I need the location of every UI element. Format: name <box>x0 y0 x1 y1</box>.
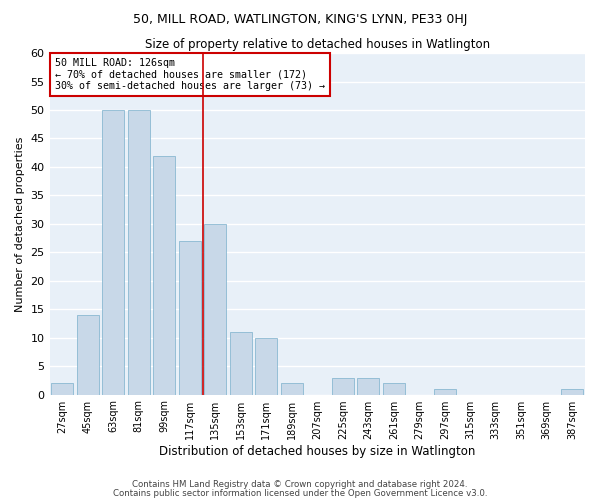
Bar <box>52 383 73 394</box>
X-axis label: Distribution of detached houses by size in Watlington: Distribution of detached houses by size … <box>159 444 475 458</box>
Bar <box>128 110 149 395</box>
Y-axis label: Number of detached properties: Number of detached properties <box>15 136 25 312</box>
Bar <box>332 378 353 394</box>
Bar <box>230 332 251 394</box>
Text: 50 MILL ROAD: 126sqm
← 70% of detached houses are smaller (172)
30% of semi-deta: 50 MILL ROAD: 126sqm ← 70% of detached h… <box>55 58 325 92</box>
Bar <box>205 224 226 394</box>
Text: Contains HM Land Registry data © Crown copyright and database right 2024.: Contains HM Land Registry data © Crown c… <box>132 480 468 489</box>
Bar <box>256 338 277 394</box>
Bar <box>179 241 200 394</box>
Bar <box>103 110 124 395</box>
Bar <box>434 389 455 394</box>
Title: Size of property relative to detached houses in Watlington: Size of property relative to detached ho… <box>145 38 490 51</box>
Bar <box>562 389 583 394</box>
Bar <box>77 315 98 394</box>
Bar <box>281 383 302 394</box>
Text: 50, MILL ROAD, WATLINGTON, KING'S LYNN, PE33 0HJ: 50, MILL ROAD, WATLINGTON, KING'S LYNN, … <box>133 12 467 26</box>
Bar <box>383 383 404 394</box>
Bar <box>358 378 379 394</box>
Text: Contains public sector information licensed under the Open Government Licence v3: Contains public sector information licen… <box>113 489 487 498</box>
Bar <box>154 156 175 394</box>
